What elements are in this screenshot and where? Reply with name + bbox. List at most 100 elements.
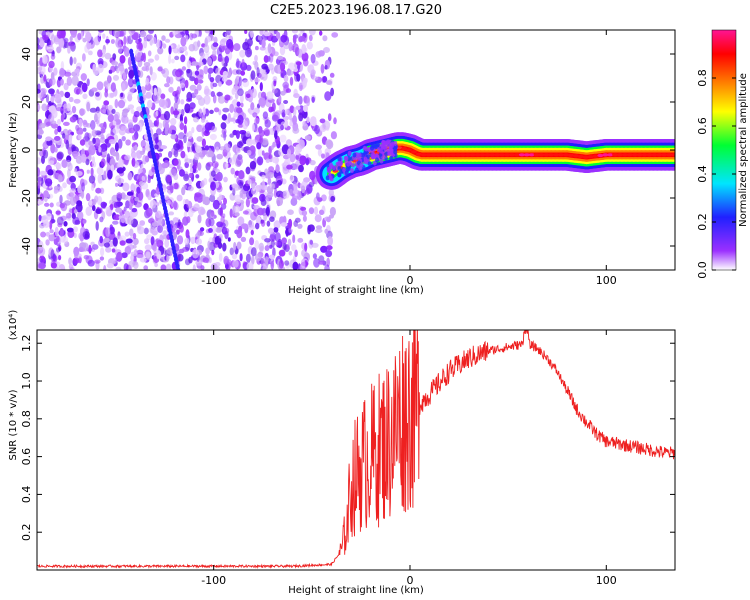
noise-speck <box>234 212 240 217</box>
noise-speck <box>122 71 127 80</box>
band-edge-speck <box>371 154 376 160</box>
noise-speck <box>109 199 114 205</box>
band-core <box>671 153 675 157</box>
noise-speck <box>128 69 135 79</box>
noise-speck <box>239 253 243 262</box>
noise-speck <box>218 252 223 262</box>
noise-speck <box>319 118 326 124</box>
y-tick-label: 0.6 <box>20 448 33 466</box>
noise-speck <box>73 98 81 104</box>
noise-speck <box>112 237 118 247</box>
band-edge-speck <box>372 143 377 149</box>
noise-speck <box>147 178 151 184</box>
noise-speck <box>182 184 187 190</box>
noise-speck <box>202 194 206 205</box>
noise-speck <box>38 214 42 222</box>
noise-speck <box>161 99 168 109</box>
noise-speck <box>250 88 257 99</box>
noise-speck <box>209 77 215 83</box>
noise-speck <box>86 169 90 174</box>
noise-speck <box>69 56 73 66</box>
noise-speck <box>130 254 135 262</box>
band-edge-speck <box>367 161 372 167</box>
noise-speck <box>175 229 180 235</box>
noise-speck <box>307 224 315 232</box>
noise-speck <box>284 260 290 266</box>
noise-speck <box>173 182 179 190</box>
noise-speck <box>138 168 143 173</box>
noise-speck <box>229 247 234 256</box>
noise-speck <box>293 68 299 72</box>
noise-speck <box>125 200 131 209</box>
noise-speck <box>168 211 175 216</box>
noise-speck <box>147 50 152 57</box>
noise-speck <box>86 78 90 87</box>
noise-speck <box>169 184 174 194</box>
noise-speck <box>200 153 204 160</box>
noise-speck <box>56 78 62 88</box>
noise-speck <box>292 35 297 44</box>
noise-speck <box>119 30 125 37</box>
noise-speck <box>160 264 167 270</box>
band-core <box>641 153 648 157</box>
noise-speck <box>327 236 333 246</box>
noise-speck <box>324 228 329 234</box>
noise-speck <box>207 150 215 158</box>
noise-speck <box>202 107 206 116</box>
noise-speck <box>125 139 131 146</box>
noise-speck <box>92 198 97 205</box>
noise-speck <box>259 135 264 144</box>
noise-speck <box>98 146 102 153</box>
noise-speck <box>97 177 103 184</box>
noise-speck <box>75 170 83 177</box>
noise-speck <box>278 94 282 103</box>
noise-speck <box>317 197 323 203</box>
noise-speck <box>264 256 269 265</box>
noise-speck <box>273 227 279 233</box>
noise-speck <box>292 234 296 244</box>
noise-speck <box>214 173 221 181</box>
noise-speck <box>108 104 113 111</box>
noise-speck <box>236 107 243 114</box>
noise-speck <box>52 253 56 262</box>
noise-speck <box>145 65 150 72</box>
noise-speck <box>41 155 45 164</box>
noise-speck <box>61 30 66 36</box>
noise-speck <box>91 161 97 168</box>
noise-speck <box>266 191 274 198</box>
noise-speck <box>236 101 241 107</box>
noise-speck <box>201 113 206 123</box>
noise-speck <box>260 219 266 227</box>
noise-speck <box>195 260 203 266</box>
noise-speck <box>318 50 325 57</box>
noise-speck <box>209 194 216 203</box>
band-core <box>430 153 437 157</box>
noise-speck <box>39 193 45 201</box>
noise-speck <box>200 265 205 270</box>
noise-speck <box>72 226 78 233</box>
noise-speck <box>227 237 231 242</box>
noise-speck <box>92 205 96 212</box>
noise-speck <box>54 146 58 153</box>
noise-speck <box>197 79 204 84</box>
colorbar-tick-label: 0.8 <box>696 69 709 87</box>
noise-speck <box>138 70 144 78</box>
noise-speck <box>95 187 102 194</box>
noise-speck <box>279 134 287 143</box>
noise-speck <box>56 151 64 160</box>
noise-speck <box>143 38 148 49</box>
noise-speck <box>109 224 114 231</box>
noise-speck <box>199 30 202 38</box>
noise-speck <box>106 263 114 269</box>
noise-speck <box>221 114 228 121</box>
noise-speck <box>194 88 199 95</box>
noise-speck <box>224 47 231 55</box>
band-core <box>651 153 658 157</box>
noise-speck <box>311 242 319 248</box>
noise-speck <box>237 141 243 149</box>
band-core <box>568 153 574 157</box>
noise-speck <box>273 80 277 87</box>
x-tick-label: 0 <box>406 574 413 587</box>
noise-speck <box>176 86 181 95</box>
noise-speck <box>111 248 116 253</box>
